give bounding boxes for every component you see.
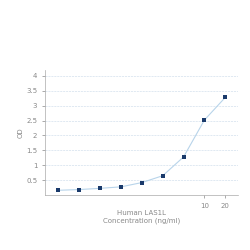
Point — [182, 155, 186, 159]
X-axis label: Human LAS1L
Concentration (ng/ml): Human LAS1L Concentration (ng/ml) — [103, 210, 180, 224]
Point — [161, 174, 165, 178]
Point — [119, 185, 123, 189]
Point — [202, 118, 206, 122]
Point — [77, 188, 81, 192]
Y-axis label: OD: OD — [18, 127, 24, 138]
Point — [140, 180, 144, 184]
Point — [98, 186, 102, 190]
Point — [56, 188, 60, 192]
Point — [223, 96, 227, 100]
